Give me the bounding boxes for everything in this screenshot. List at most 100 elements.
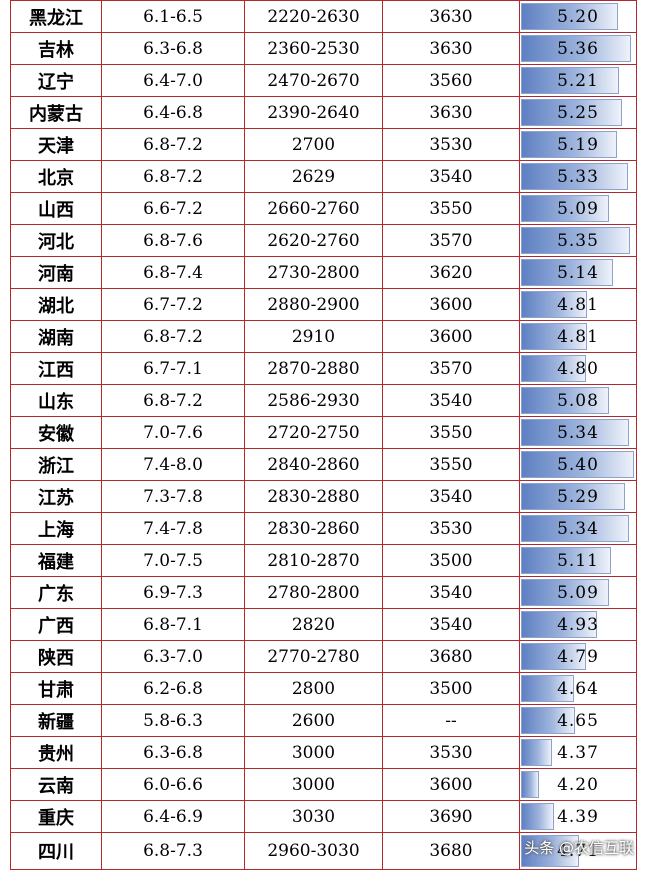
score-cell: 4.79 [519,640,637,673]
score-bar [521,803,554,830]
ph-cell: 7.4-8.0 [101,448,245,481]
range-a-cell: 2730-2800 [244,256,383,289]
region-cell: 辽宁 [10,64,102,97]
table-row: 新疆 5.8-6.3 2600 -- 4.65 [10,704,637,737]
ph-cell: 6.8-7.1 [101,608,245,641]
table-row: 吉林 6.3-6.8 2360-2530 3630 5.36 [10,32,637,65]
score-bar [521,707,575,734]
range-a-cell: 2586-2930 [244,384,383,417]
value-b-cell: 3500 [382,672,520,705]
table-row: 广东 6.9-7.3 2780-2800 3540 5.09 [10,576,637,609]
table-row: 江苏 7.3-7.8 2830-2880 3540 5.29 [10,480,637,513]
value-b-cell: 3540 [382,608,520,641]
ph-cell: 7.4-7.8 [101,512,245,545]
value-b-cell: 3690 [382,800,520,833]
score-value: 4.71 [557,841,599,861]
table-row: 广西 6.8-7.1 2820 3540 4.93 [10,608,637,641]
ph-cell: 6.8-7.2 [101,384,245,417]
ph-cell: 6.1-6.5 [101,0,245,33]
ph-cell: 7.0-7.5 [101,544,245,577]
range-a-cell: 2600 [244,704,383,737]
table-row: 江西 6.7-7.1 2870-2880 3570 4.80 [10,352,637,385]
ph-cell: 6.8-7.4 [101,256,245,289]
score-value: 4.80 [557,358,599,379]
score-value: 5.14 [557,262,599,283]
table-row: 天津 6.8-7.2 2700 3530 5.19 [10,128,637,161]
table-row: 浙江 7.4-8.0 2840-2860 3550 5.40 [10,448,637,481]
region-cell: 新疆 [10,704,102,737]
ph-cell: 6.7-7.1 [101,352,245,385]
range-a-cell: 2820 [244,608,383,641]
value-b-cell: 3540 [382,384,520,417]
score-bar [521,387,609,414]
region-cell: 河南 [10,256,102,289]
ph-cell: 6.4-6.8 [101,96,245,129]
ph-cell: 6.3-6.8 [101,32,245,65]
score-value: 5.33 [557,166,599,187]
score-cell: 5.14 [519,256,637,289]
table-row: 四川 6.8-7.3 2960-3030 3680 4.71 [10,832,637,870]
score-bar [521,451,634,478]
range-a-cell: 3030 [244,800,383,833]
range-a-cell: 2629 [244,160,383,193]
region-cell: 上海 [10,512,102,545]
region-cell: 云南 [10,768,102,801]
score-bar [521,163,629,190]
score-bar [521,483,626,510]
table-row: 上海 7.4-7.8 2830-2860 3530 5.34 [10,512,637,545]
score-value: 5.35 [557,230,599,251]
range-a-cell: 2780-2800 [244,576,383,609]
region-cell: 广东 [10,576,102,609]
value-b-cell: 3540 [382,576,520,609]
region-cell: 陕西 [10,640,102,673]
region-cell: 重庆 [10,800,102,833]
score-bar [521,547,611,574]
region-cell: 福建 [10,544,102,577]
score-cell: 4.71 [519,832,637,870]
score-value: 5.34 [557,518,599,539]
table-row: 北京 6.8-7.2 2629 3540 5.33 [10,160,637,193]
region-cell: 北京 [10,160,102,193]
score-value: 4.81 [557,294,599,315]
score-cell: 5.08 [519,384,637,417]
score-bar [521,259,614,286]
score-bar [521,355,587,382]
score-bar [521,675,574,702]
ph-cell: 6.6-7.2 [101,192,245,225]
score-cell: 5.40 [519,448,637,481]
value-b-cell: 3600 [382,768,520,801]
score-cell: 5.34 [519,512,637,545]
value-b-cell: 3500 [382,544,520,577]
score-bar [521,3,619,30]
table-row: 陕西 6.3-7.0 2770-2780 3680 4.79 [10,640,637,673]
score-value: 5.20 [557,6,599,27]
score-value: 5.21 [557,70,599,91]
value-b-cell: 3630 [382,96,520,129]
score-value: 4.37 [557,742,599,763]
score-value: 4.64 [557,678,599,699]
range-a-cell: 2390-2640 [244,96,383,129]
ph-cell: 6.4-7.0 [101,64,245,97]
region-cell: 安徽 [10,416,102,449]
ph-cell: 6.9-7.3 [101,576,245,609]
score-value: 5.08 [557,390,599,411]
score-value: 4.81 [557,326,599,347]
region-cell: 浙江 [10,448,102,481]
score-cell: 4.81 [519,320,637,353]
region-cell: 天津 [10,128,102,161]
range-a-cell: 2840-2860 [244,448,383,481]
range-a-cell: 3000 [244,736,383,769]
score-value: 4.79 [557,646,599,667]
score-value: 4.65 [557,710,599,731]
ph-cell: 7.3-7.8 [101,480,245,513]
region-cell: 四川 [10,832,102,870]
score-cell: 5.11 [519,544,637,577]
score-cell: 5.25 [519,96,637,129]
score-value: 5.09 [557,198,599,219]
range-a-cell: 2830-2880 [244,480,383,513]
score-cell: 5.19 [519,128,637,161]
value-b-cell: 3560 [382,64,520,97]
region-cell: 贵州 [10,736,102,769]
score-value: 5.29 [557,486,599,507]
range-a-cell: 2800 [244,672,383,705]
